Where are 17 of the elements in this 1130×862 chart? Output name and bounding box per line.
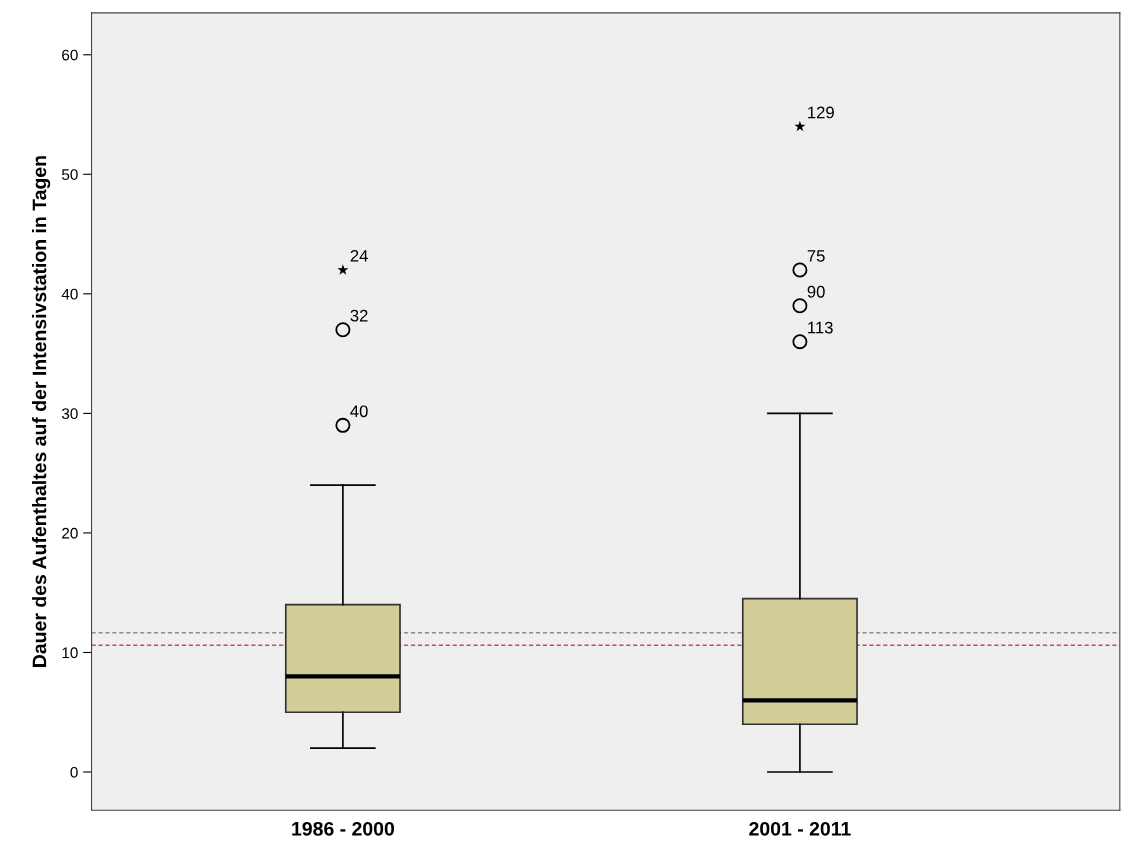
y-tick-label: 20 [62, 527, 78, 539]
y-tick-label: 30 [61, 408, 78, 420]
y-tick-label: 0 [70, 766, 78, 778]
x-tick-label: 1986 - 2000 [292, 821, 394, 836]
y-tick-label: 60 [62, 49, 78, 61]
annotation: 32 [350, 309, 368, 322]
y-axis-title: Dauer des Aufenthaltes auf der Intensivstation in Tagen [32, 156, 51, 667]
annotation: 40 [350, 405, 368, 418]
annotation: 129 [808, 106, 834, 119]
y-tick-label: 10 [62, 647, 78, 659]
annotation: 113 [808, 321, 833, 334]
y-tick-label: 40 [61, 288, 78, 300]
y-tick-label: 50 [61, 169, 78, 180]
x-tick-label: 2001 - 2011 [749, 821, 851, 836]
annotation: 75 [807, 250, 825, 262]
annotation: 90 [807, 285, 825, 298]
annotation: 24 [350, 249, 368, 262]
